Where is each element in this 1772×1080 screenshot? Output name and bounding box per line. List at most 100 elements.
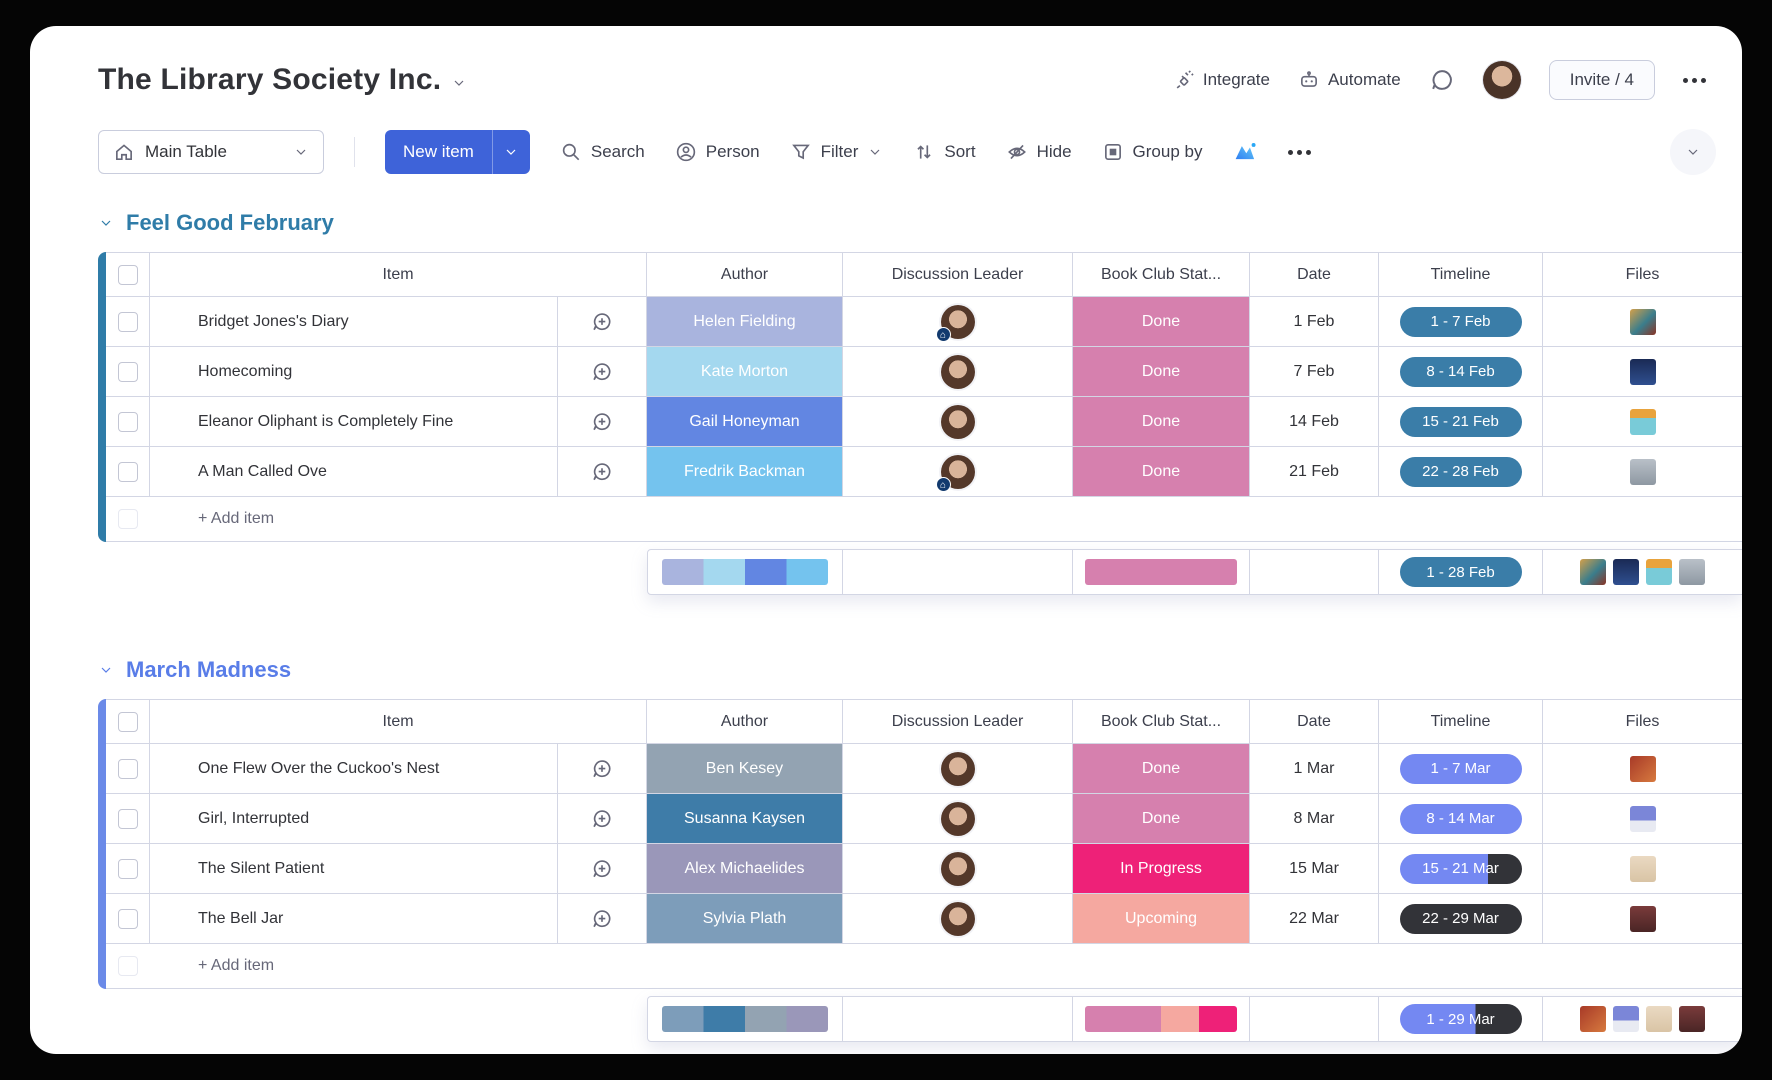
date-cell[interactable]: 7 Feb	[1250, 347, 1379, 396]
new-item-button[interactable]: New item	[385, 130, 530, 174]
discussion-leader-cell[interactable]: ⌂	[843, 447, 1073, 496]
column-header-date[interactable]: Date	[1250, 253, 1379, 296]
add-update-button[interactable]	[558, 397, 647, 446]
add-item-row[interactable]: + Add item	[106, 944, 1742, 989]
author-cell[interactable]: Fredrik Backman	[647, 447, 843, 496]
discussion-leader-cell[interactable]	[843, 347, 1073, 396]
column-header-author[interactable]: Author	[647, 700, 843, 743]
column-header-files[interactable]: Files	[1625, 265, 1660, 283]
discussion-leader-cell[interactable]: ⌂	[843, 297, 1073, 346]
column-header-item[interactable]: Item	[150, 700, 647, 743]
ai-icon[interactable]	[1232, 139, 1258, 165]
item-name[interactable]: Eleanor Oliphant is Completely Fine	[150, 397, 558, 446]
group-by-button[interactable]: Group by	[1102, 141, 1202, 163]
row-checkbox[interactable]	[106, 744, 150, 793]
status-cell[interactable]: Done	[1073, 397, 1250, 446]
add-update-button[interactable]	[558, 894, 647, 943]
group-header[interactable]: March Madness	[98, 657, 1742, 683]
row-checkbox[interactable]	[106, 397, 150, 446]
item-name[interactable]: Girl, Interrupted	[150, 794, 558, 843]
add-item-button[interactable]: + Add item	[198, 510, 275, 527]
new-item-dropdown[interactable]	[491, 130, 530, 174]
discussion-leader-cell[interactable]	[843, 397, 1073, 446]
files-cell[interactable]	[1543, 794, 1742, 843]
timeline-summary[interactable]: 1 - 29 Mar	[1379, 996, 1543, 1042]
status-cell[interactable]: Done	[1073, 447, 1250, 496]
date-cell[interactable]: 8 Mar	[1250, 794, 1379, 843]
item-name[interactable]: The Bell Jar	[150, 894, 558, 943]
select-all-checkbox[interactable]	[106, 700, 150, 743]
timeline-cell[interactable]: 15 - 21 Feb	[1379, 397, 1543, 446]
status-cell[interactable]: In Progress	[1073, 844, 1250, 893]
item-name[interactable]: A Man Called Ove	[150, 447, 558, 496]
row-checkbox[interactable]	[106, 297, 150, 346]
row-checkbox[interactable]	[106, 447, 150, 496]
row-checkbox[interactable]	[106, 894, 150, 943]
timeline-cell[interactable]: 15 - 21 Mar	[1379, 844, 1543, 893]
item-name[interactable]: Homecoming	[150, 347, 558, 396]
author-cell[interactable]: Sylvia Plath	[647, 894, 843, 943]
add-update-button[interactable]	[558, 297, 647, 346]
date-cell[interactable]: 14 Feb	[1250, 397, 1379, 446]
add-update-button[interactable]	[558, 794, 647, 843]
group-collapse-icon[interactable]	[98, 215, 114, 231]
add-item-button[interactable]: + Add item	[198, 957, 275, 974]
add-item-row[interactable]: + Add item	[106, 497, 1742, 542]
date-cell[interactable]: 1 Feb	[1250, 297, 1379, 346]
column-header-author[interactable]: Author	[647, 253, 843, 296]
group-collapse-icon[interactable]	[98, 662, 114, 678]
date-cell[interactable]: 15 Mar	[1250, 844, 1379, 893]
timeline-cell[interactable]: 1 - 7 Mar	[1379, 744, 1543, 793]
sort-button[interactable]: Sort	[913, 141, 976, 163]
item-name[interactable]: One Flew Over the Cuckoo's Nest	[150, 744, 558, 793]
author-cell[interactable]: Gail Honeyman	[647, 397, 843, 446]
automate-button[interactable]: Automate	[1298, 69, 1401, 91]
author-cell[interactable]: Kate Morton	[647, 347, 843, 396]
add-update-button[interactable]	[558, 744, 647, 793]
files-cell[interactable]	[1543, 447, 1742, 496]
column-header-item[interactable]: Item	[150, 253, 647, 296]
search-button[interactable]: Search	[560, 141, 645, 163]
item-name[interactable]: The Silent Patient	[150, 844, 558, 893]
column-header-leader[interactable]: Discussion Leader	[843, 700, 1073, 743]
timeline-cell[interactable]: 8 - 14 Mar	[1379, 794, 1543, 843]
author-cell[interactable]: Susanna Kaysen	[647, 794, 843, 843]
row-checkbox[interactable]	[106, 844, 150, 893]
discussion-leader-cell[interactable]	[843, 844, 1073, 893]
status-cell[interactable]: Upcoming	[1073, 894, 1250, 943]
toolbar-menu-button[interactable]	[1288, 149, 1312, 155]
collapse-toolbar-button[interactable]	[1670, 129, 1716, 175]
view-selector[interactable]: Main Table	[98, 130, 324, 174]
timeline-cell[interactable]: 8 - 14 Feb	[1379, 347, 1543, 396]
timeline-cell[interactable]: 22 - 29 Mar	[1379, 894, 1543, 943]
group-title[interactable]: Feel Good February	[126, 210, 334, 235]
select-all-checkbox[interactable]	[106, 253, 150, 296]
row-checkbox[interactable]	[106, 347, 150, 396]
chat-icon[interactable]	[1429, 67, 1455, 93]
integrate-button[interactable]: Integrate	[1173, 69, 1270, 91]
status-cell[interactable]: Done	[1073, 297, 1250, 346]
user-avatar[interactable]	[1482, 61, 1521, 99]
column-header-files[interactable]: Files	[1625, 712, 1660, 730]
add-update-button[interactable]	[558, 844, 647, 893]
author-cell[interactable]: Helen Fielding	[647, 297, 843, 346]
filter-button[interactable]: Filter	[790, 141, 884, 163]
date-cell[interactable]: 22 Mar	[1250, 894, 1379, 943]
discussion-leader-cell[interactable]	[843, 794, 1073, 843]
column-header-date[interactable]: Date	[1250, 700, 1379, 743]
item-name[interactable]: Bridget Jones's Diary	[150, 297, 558, 346]
timeline-summary[interactable]: 1 - 28 Feb	[1379, 549, 1543, 595]
status-cell[interactable]: Done	[1073, 347, 1250, 396]
invite-button[interactable]: Invite / 4	[1548, 60, 1655, 100]
row-checkbox[interactable]	[106, 794, 150, 843]
add-update-button[interactable]	[558, 347, 647, 396]
status-cell[interactable]: Done	[1073, 744, 1250, 793]
group-header[interactable]: Feel Good February	[98, 210, 1742, 236]
column-header-timeline[interactable]: Timeline	[1379, 253, 1543, 296]
files-cell[interactable]	[1543, 894, 1742, 943]
board-menu-button[interactable]	[1683, 77, 1706, 83]
person-filter-button[interactable]: Person	[675, 141, 760, 163]
timeline-cell[interactable]: 1 - 7 Feb	[1379, 297, 1543, 346]
column-header-status[interactable]: Book Club Stat...	[1073, 253, 1250, 296]
column-header-leader[interactable]: Discussion Leader	[843, 253, 1073, 296]
